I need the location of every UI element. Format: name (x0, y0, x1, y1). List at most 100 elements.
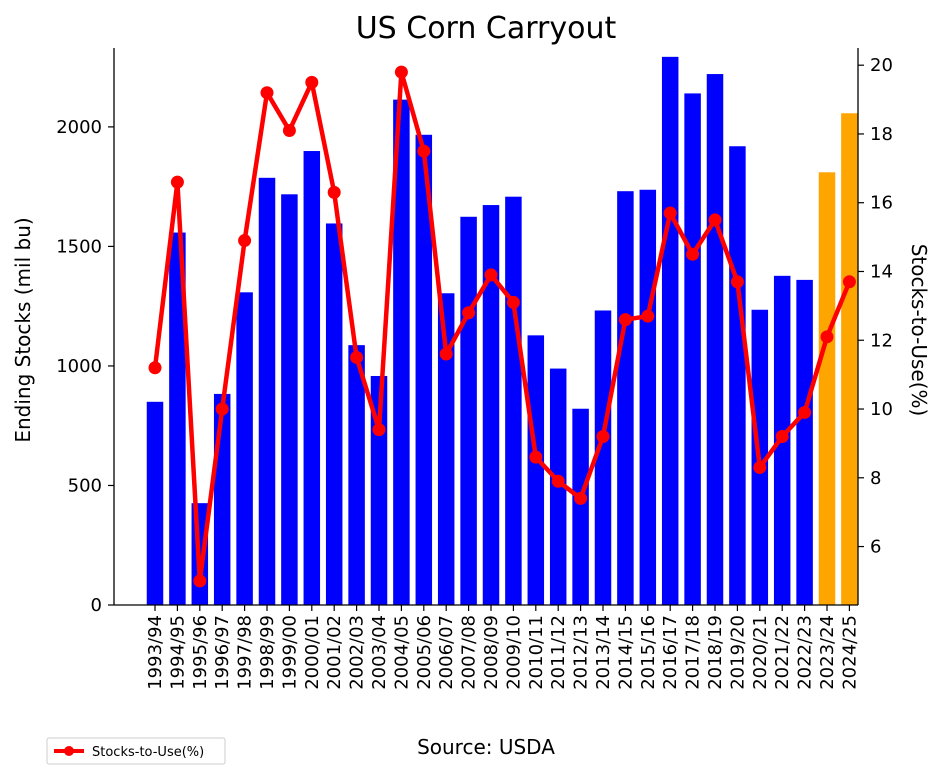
x-tick-label: 2024/25 (839, 615, 860, 690)
x-tick-label: 2016/17 (660, 615, 681, 690)
bar-2007-08 (460, 216, 477, 606)
x-tick-label: 2012/13 (571, 615, 592, 690)
y-tick-label: 1500 (56, 236, 102, 257)
bar-1999-00 (281, 194, 298, 606)
point-2002-03 (350, 350, 364, 364)
y2-axis-label: Stocks-to-Use(%) (907, 244, 931, 417)
y2-tick-label: 16 (870, 193, 893, 214)
y2-tick-label: 12 (870, 330, 893, 351)
y-tick-label: 2000 (56, 117, 102, 138)
x-tick-label: 2019/20 (727, 615, 748, 690)
legend-marker-swatch (64, 746, 74, 756)
x-tick-label: 1996/97 (212, 615, 233, 690)
bar-1998-99 (258, 177, 276, 605)
point-1999-00 (282, 124, 296, 138)
bar-2018-19 (706, 74, 724, 606)
bars-layer (146, 56, 858, 606)
x-tick-label: 1999/00 (279, 615, 300, 690)
x-tick-label: 2008/09 (481, 615, 502, 690)
y-axis-label: Ending Stocks (mil bu) (11, 217, 35, 442)
y-tick-label: 1000 (56, 356, 102, 377)
bar-2001-02 (325, 223, 343, 605)
x-tick-label: 2015/16 (638, 615, 659, 690)
bar-2017-18 (684, 93, 701, 606)
y2-tick-label: 18 (870, 124, 893, 145)
bar-2000-01 (303, 151, 321, 605)
point-2021-22 (775, 430, 789, 444)
x-tick-label: 1995/96 (190, 615, 211, 690)
point-2015-16 (641, 309, 655, 323)
point-2003-04 (372, 423, 386, 437)
bar-2013-14 (594, 310, 612, 605)
bar-2016-17 (661, 56, 679, 605)
point-2023-24 (820, 330, 834, 344)
bar-2002-03 (348, 345, 365, 605)
point-2010-11 (529, 450, 543, 464)
x-tick-label: 2017/18 (683, 615, 704, 690)
x-tick-label: 2010/11 (526, 615, 547, 690)
legend-label: Stocks-to-Use(%) (92, 745, 204, 760)
bar-2012-13 (572, 408, 589, 605)
x-tick-label: 2021/22 (772, 615, 793, 690)
x-tick-label: 2013/14 (593, 615, 614, 690)
bar-2022-23 (796, 279, 813, 605)
x-tick-label: 1998/99 (257, 615, 278, 690)
y2-tick-label: 6 (870, 537, 881, 558)
x-tick-label: 1993/94 (145, 615, 166, 690)
bar-1997-98 (236, 292, 253, 605)
point-2013-14 (596, 430, 610, 444)
legend: Stocks-to-Use(%) (46, 737, 226, 765)
x-tick-label: 2011/12 (548, 615, 569, 690)
point-2006-07 (439, 347, 453, 361)
x-tick-label: 2002/03 (347, 615, 368, 690)
bar-2023-24 (818, 172, 836, 605)
x-tick-label: 2022/23 (795, 615, 816, 690)
x-tick-label: 2004/05 (391, 615, 412, 690)
x-tick-label: 2000/01 (302, 615, 323, 690)
bar-2014-15 (617, 191, 634, 605)
bar-2010-11 (527, 335, 545, 605)
point-2009-10 (506, 295, 520, 309)
x-tick-label: 2006/07 (436, 615, 457, 690)
x-tick-label: 2007/08 (459, 615, 480, 690)
y2-tick-label: 10 (870, 399, 893, 420)
point-1995-96 (193, 574, 207, 588)
bar-2019-20 (729, 146, 746, 605)
chart-title: US Corn Carryout (356, 11, 617, 46)
point-2024-25 (842, 275, 856, 289)
point-2017-18 (686, 247, 700, 261)
point-1993-94 (148, 361, 162, 375)
point-1997-98 (238, 234, 252, 248)
point-1998-99 (260, 86, 274, 100)
bar-1993-94 (146, 401, 164, 605)
y2-tick-label: 14 (870, 261, 893, 282)
x-tick-label: 2005/06 (414, 615, 435, 690)
y-tick-label: 0 (91, 595, 102, 616)
left-y-ticks: 0 500 1000 1500 2000 (56, 117, 114, 616)
x-ticks: 1993/94 1994/95 1995/96 1996/97 1997/98 1998/… (145, 605, 860, 690)
point-2018-19 (708, 213, 722, 227)
x-tick-label: 1994/95 (167, 615, 188, 690)
bar-1994-95 (169, 232, 186, 605)
x-tick-label: 2003/04 (369, 615, 390, 690)
y2-tick-label: 8 (870, 468, 881, 489)
source-note: Source: USDA (417, 735, 555, 759)
y2-tick-label: 20 (870, 55, 893, 76)
bar-2009-10 (505, 196, 522, 606)
point-2011-12 (551, 474, 565, 488)
bar-2004-05 (393, 99, 410, 606)
x-tick-label: 2020/21 (750, 615, 771, 690)
point-2014-15 (618, 313, 632, 327)
bar-2005-06 (415, 134, 433, 605)
point-2004-05 (394, 65, 408, 79)
point-2007-08 (462, 306, 476, 320)
point-2005-06 (417, 144, 431, 158)
point-1996-97 (215, 402, 229, 416)
stocks-to-use-line (152, 69, 852, 584)
point-2016-17 (663, 206, 677, 220)
x-tick-label: 2009/10 (503, 615, 524, 690)
y-tick-label: 500 (68, 475, 102, 496)
bar-2015-16 (639, 189, 657, 606)
point-2012-13 (574, 491, 588, 505)
